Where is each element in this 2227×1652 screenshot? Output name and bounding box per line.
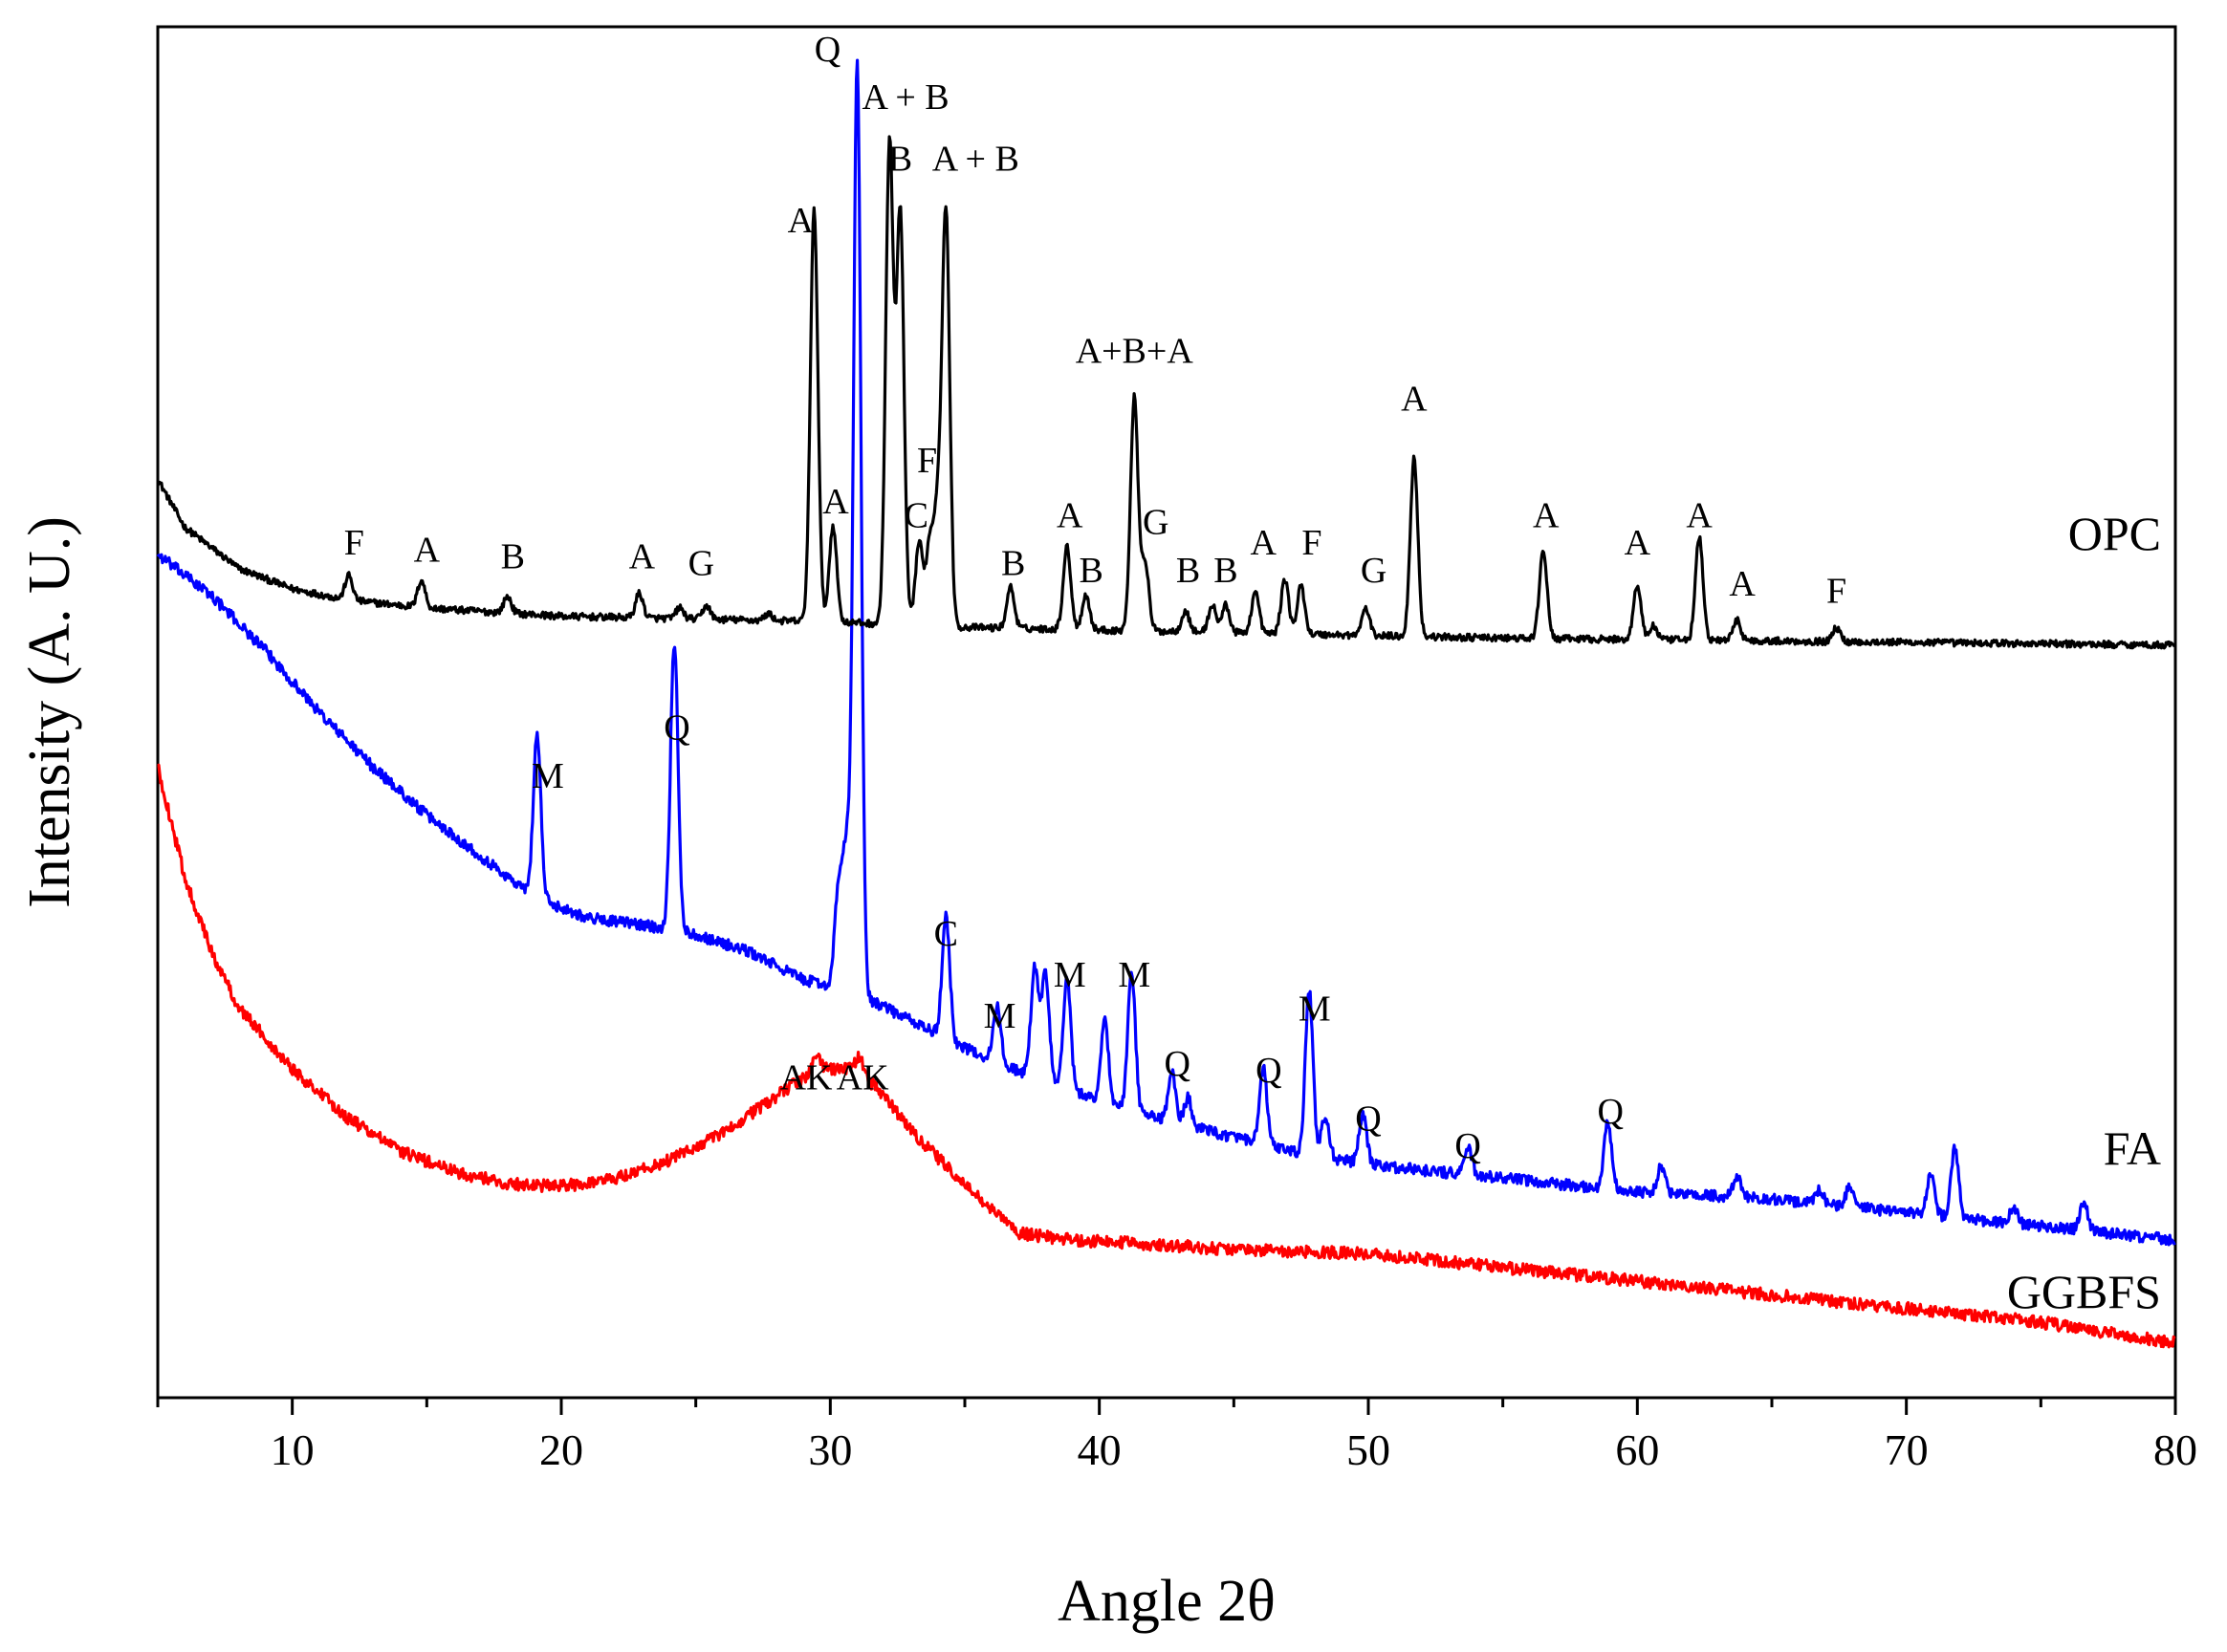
x-axis-title: Angle 2θ [1058, 1569, 1276, 1634]
series-line-ggbfs [157, 763, 2176, 1349]
peak-label: A [788, 201, 815, 241]
peak-label: A [822, 482, 849, 522]
x-tick-label: 70 [1885, 1425, 1929, 1474]
peak-label: M [1299, 989, 1331, 1030]
series-labels: OPC FA GGBFS [2007, 507, 2161, 1318]
peak-label: A+B+A [1076, 331, 1194, 371]
peak-label: B [1176, 551, 1200, 591]
peak-label: F [1826, 571, 1846, 611]
peak-label: A [1729, 564, 1756, 604]
peak-label: AK [837, 1057, 889, 1098]
peak-label: Q [1454, 1126, 1480, 1166]
peak-label: B [1001, 544, 1025, 584]
peak-label: Q [1165, 1044, 1190, 1084]
series-label-opc: OPC [2068, 507, 2161, 560]
peak-label: C [905, 495, 928, 535]
peak-label: M [984, 996, 1016, 1036]
peak-label: G [1361, 551, 1386, 591]
peak-label: C [934, 914, 958, 954]
peak-label: A [1401, 380, 1428, 420]
series-group [156, 58, 2176, 1349]
peak-label: F [1301, 523, 1321, 563]
peak-label: B [888, 140, 912, 180]
x-tick-label: 30 [808, 1425, 852, 1474]
x-axis: 10 20 30 40 50 60 70 80 [156, 1398, 2197, 1474]
x-tick-label: 20 [539, 1425, 583, 1474]
peak-label: A + B [932, 140, 1019, 180]
peak-label: B [501, 536, 525, 576]
series-label-ggbfs: GGBFS [2007, 1265, 2161, 1318]
series-label-fa: FA [2104, 1121, 2161, 1175]
series-line-fa [156, 58, 2176, 1247]
peak-label: G [688, 544, 714, 584]
peak-label: Q [1255, 1051, 1281, 1091]
y-axis-title: Intensity (A. U.) [17, 516, 82, 908]
peak-label: A + B [862, 77, 950, 118]
x-tick-label: 40 [1078, 1425, 1122, 1474]
peak-label: F [344, 523, 364, 563]
peak-label: A [1625, 523, 1651, 563]
peak-label: A [629, 536, 656, 576]
peak-label: Q [1355, 1098, 1381, 1139]
plot-frame [156, 25, 2177, 1400]
peak-label: A [1686, 495, 1713, 535]
peak-label: Q [815, 30, 841, 70]
peak-label: Q [1597, 1092, 1623, 1132]
peak-label: B [1213, 551, 1237, 591]
peak-label: A [1533, 495, 1560, 535]
peak-label: F [917, 441, 937, 481]
x-tick-label: 10 [271, 1425, 315, 1474]
peak-label: B [1080, 551, 1103, 591]
peak-label: Q [664, 708, 689, 749]
peak-label: A [1251, 523, 1277, 563]
peak-label: A [1057, 495, 1083, 535]
series-line-opc [156, 135, 2176, 650]
peak-label: M [1118, 955, 1150, 995]
peak-label: M [532, 756, 564, 796]
x-tick-label: 50 [1346, 1425, 1390, 1474]
peak-label: A [414, 530, 441, 570]
peak-label: AK [780, 1057, 833, 1098]
x-tick-label: 60 [1615, 1425, 1659, 1474]
peak-label: M [1054, 955, 1086, 995]
x-tick-label: 80 [2153, 1425, 2197, 1474]
peak-label: G [1143, 503, 1168, 543]
